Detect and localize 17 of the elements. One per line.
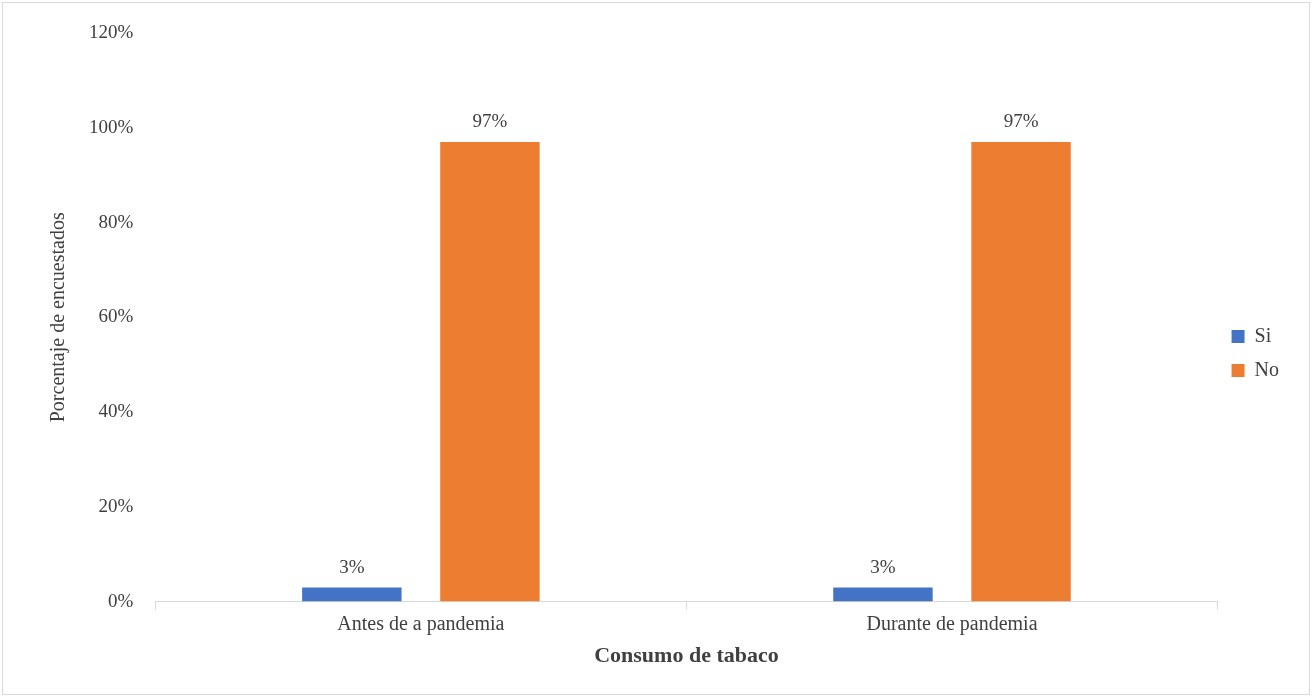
legend-label: No bbox=[1254, 357, 1280, 380]
y-tick-label: 80% bbox=[98, 210, 134, 232]
y-tick-label: 100% bbox=[89, 115, 134, 137]
y-axis-title: Porcentaje de encuestados bbox=[46, 212, 70, 423]
y-tick-label: 20% bbox=[98, 494, 134, 516]
x-axis-title: Consumo de tabaco bbox=[594, 642, 779, 668]
data-label: 97% bbox=[1003, 110, 1039, 132]
y-tick-label: 120% bbox=[89, 20, 134, 42]
y-tick-label: 60% bbox=[98, 305, 134, 327]
data-label: 3% bbox=[870, 555, 896, 577]
y-tick-label: 40% bbox=[98, 400, 134, 422]
data-label: 97% bbox=[472, 110, 508, 132]
y-tick-label: 0% bbox=[108, 589, 134, 611]
legend-label: Si bbox=[1254, 323, 1272, 346]
x-tick-label: Antes de a pandemia bbox=[337, 611, 505, 635]
x-tick-label: Durante de pandemia bbox=[866, 611, 1038, 635]
data-label: 3% bbox=[339, 555, 365, 577]
